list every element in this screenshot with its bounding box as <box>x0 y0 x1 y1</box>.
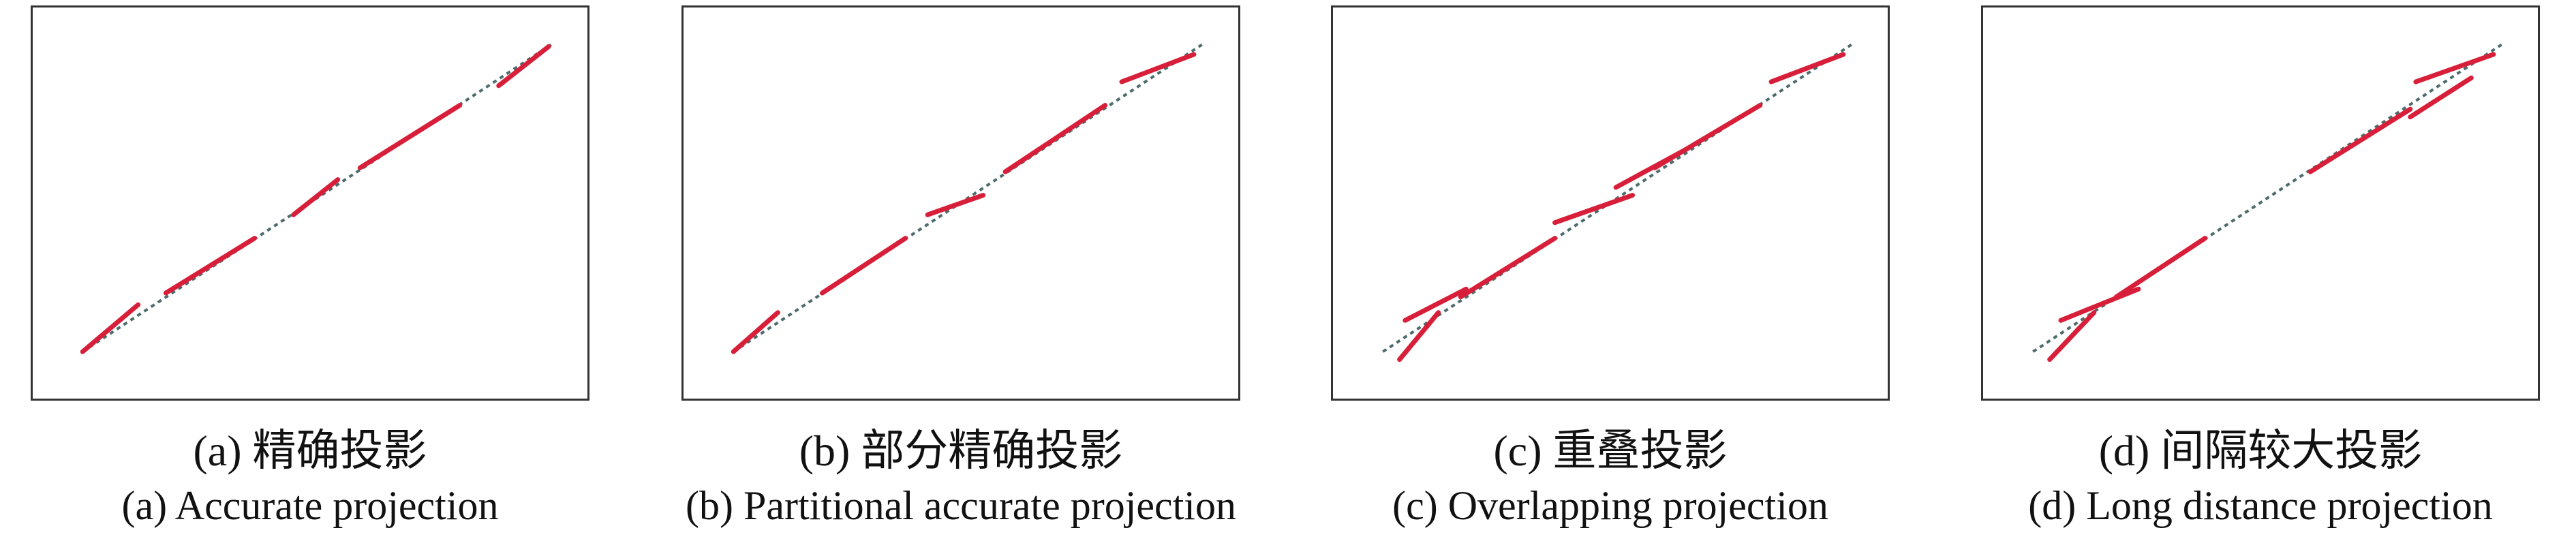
panel-b-plot <box>731 41 1206 354</box>
projected-segment-4 <box>2307 106 2413 174</box>
panel-c-frame <box>1331 5 1890 401</box>
projected-segment-1 <box>731 310 780 354</box>
projected-segment-5 <box>1119 52 1197 84</box>
projected-segment-5 <box>496 44 551 89</box>
projected-segment-3 <box>925 193 986 217</box>
projected-segment-5 <box>2413 52 2496 84</box>
projected-segment-1 <box>2058 286 2141 323</box>
projected-segment-3 <box>1458 236 1558 300</box>
projected-segment-6 <box>1652 103 1763 170</box>
panel-a-frame <box>31 5 589 401</box>
projected-segment-2 <box>2047 310 2097 362</box>
panel-d-plot <box>2032 41 2506 362</box>
panel-b-frame <box>681 5 1240 401</box>
projected-segment-4 <box>1002 103 1108 174</box>
projected-segment-4 <box>357 103 463 170</box>
panel-a-plot <box>80 41 555 354</box>
reference-line <box>733 41 1206 353</box>
panel-c-plot <box>1382 41 1856 362</box>
panel-c-caption-en: (c) Overlapping projection <box>1392 483 1828 528</box>
panel-a-caption-en: (a) Accurate projection <box>121 483 499 528</box>
projected-segment-3 <box>2113 236 2208 300</box>
panel-d-caption-cn: (d) 间隔较大投影 <box>2098 427 2423 475</box>
projected-segment-4 <box>1552 193 1636 226</box>
projected-segment-2 <box>163 236 258 296</box>
projected-segment-1 <box>80 302 141 354</box>
panel-c-caption-cn: (c) 重叠投影 <box>1493 427 1728 475</box>
panel-d-caption-en: (d) Long distance projection <box>2028 483 2493 528</box>
panel-d-frame <box>1981 5 2540 401</box>
projected-segment-6 <box>2408 75 2474 120</box>
projected-segment-7 <box>1768 52 1846 84</box>
projected-segment-1 <box>1402 286 1469 323</box>
projected-segment-2 <box>820 236 908 296</box>
panel-b-caption-en: (b) Partitional accurate projection <box>686 483 1236 528</box>
projected-segment-2 <box>1397 310 1441 362</box>
reference-line <box>1382 41 1856 353</box>
panel-b-caption-cn: (b) 部分精确投影 <box>799 427 1123 475</box>
projected-segment-3 <box>291 177 341 217</box>
panel-a-caption-cn: (a) 精确投影 <box>193 427 427 475</box>
